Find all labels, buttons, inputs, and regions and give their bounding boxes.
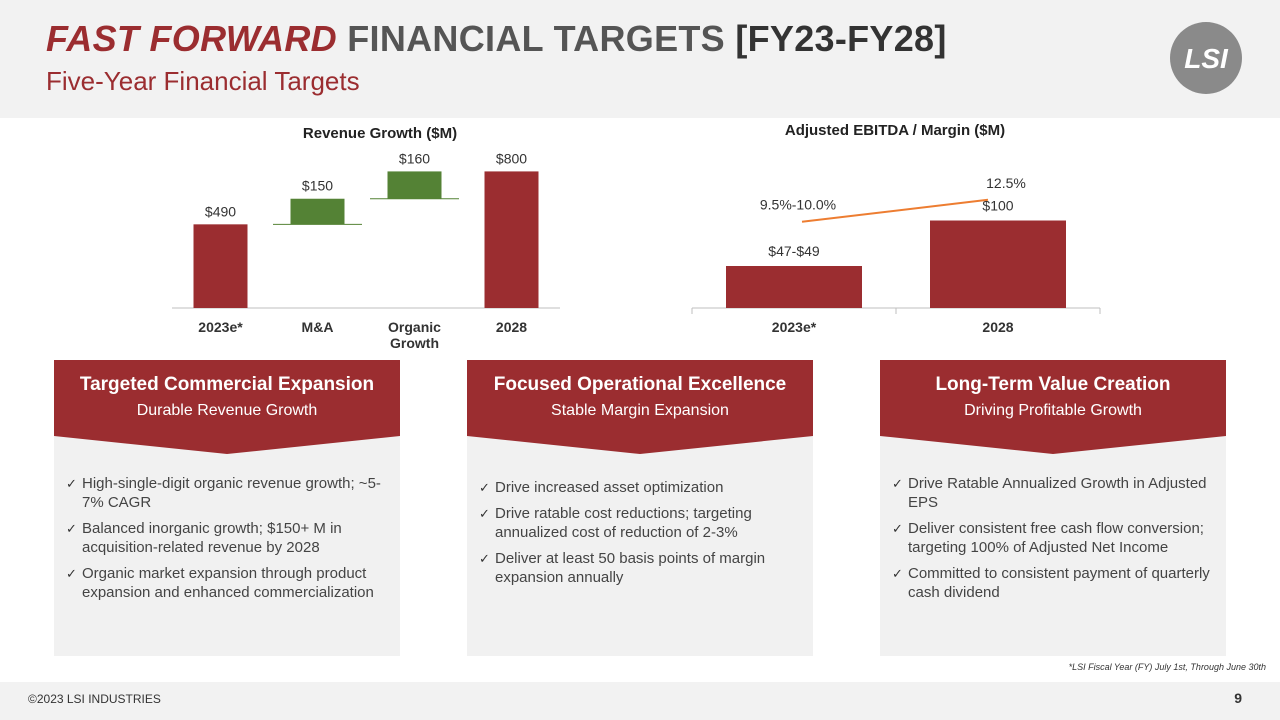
ebitda-data-label: $100 xyxy=(982,198,1013,214)
page-subtitle: Five-Year Financial Targets xyxy=(46,66,360,96)
bullet-text: Drive ratable cost reductions; targeting… xyxy=(495,505,752,541)
list-item: ✓ Deliver at least 50 basis points of mar… xyxy=(479,549,801,587)
margin-line xyxy=(801,198,989,223)
card-header: Long-Term Value Creation Driving Profita… xyxy=(880,360,1226,454)
revenue-tick-label: M&A xyxy=(302,319,334,335)
revenue-bar xyxy=(484,171,539,308)
bullet-text: Drive Ratable Annualized Growth in Adjus… xyxy=(908,475,1207,511)
bullet-text: Deliver consistent free cash flow conver… xyxy=(908,520,1204,556)
list-item: ✓ Balanced inorganic growth; $150+ M in a… xyxy=(66,519,388,557)
card-subtitle: Driving Profitable Growth xyxy=(964,402,1142,419)
ebitda-data-label: $47-$49 xyxy=(768,243,820,259)
revenue-bar xyxy=(193,224,248,308)
margin-label: 12.5% xyxy=(986,175,1026,191)
card-subtitle: Stable Margin Expansion xyxy=(551,402,729,419)
card-commercial-expansion: Targeted Commercial Expansion Durable Re… xyxy=(54,360,400,656)
revenue-bar xyxy=(290,198,345,225)
margin-label: 9.5%-10.0% xyxy=(760,197,836,213)
check-icon: ✓ xyxy=(66,476,77,491)
lsi-logo: LSI xyxy=(1170,22,1242,94)
revenue-tick-label: 2028 xyxy=(496,319,527,335)
check-icon: ✓ xyxy=(479,480,490,495)
card-title: Long-Term Value Creation xyxy=(935,374,1171,395)
revenue-tick-label: 2023e* xyxy=(198,319,243,335)
page-title: FAST FORWARD FINANCIAL TARGETS [FY23-FY2… xyxy=(46,18,947,60)
card-subtitle: Durable Revenue Growth xyxy=(136,402,318,419)
list-item: ✓ Committed to consistent payment of quar… xyxy=(892,564,1214,602)
footer-band xyxy=(0,682,1280,720)
revenue-tick-label: Organic xyxy=(388,319,441,335)
list-item: ✓ Drive ratable cost reductions; targetin… xyxy=(479,504,801,542)
revenue-data-label: $160 xyxy=(399,150,430,166)
check-icon: ✓ xyxy=(892,566,903,581)
title-tail: [FY23-FY28] xyxy=(735,18,947,59)
ebitda-bar xyxy=(930,220,1066,308)
list-item: ✓ Deliver consistent free cash flow conve… xyxy=(892,519,1214,557)
card-bullets: ✓ Drive increased asset optimization ✓ Dri… xyxy=(479,478,801,594)
check-icon: ✓ xyxy=(66,521,77,536)
copyright: ©2023 LSI INDUSTRIES xyxy=(28,692,161,706)
card-bullets: ✓ Drive Ratable Annualized Growth in Adju… xyxy=(892,474,1214,609)
ebitda-tick-label: 2028 xyxy=(982,319,1013,335)
list-item: ✓ Drive Ratable Annualized Growth in Adju… xyxy=(892,474,1214,512)
card-header-shape xyxy=(54,360,400,454)
bullet-text: Balanced inorganic growth; $150+ M in ac… xyxy=(82,520,342,556)
card-header-shape xyxy=(467,360,813,454)
revenue-chart-title: Revenue Growth ($M) xyxy=(303,125,457,142)
bullet-text: Drive increased asset optimization xyxy=(495,479,724,496)
bullet-text: High-single-digit organic revenue growth… xyxy=(82,475,381,511)
revenue-tick-label: Growth xyxy=(390,335,439,351)
check-icon: ✓ xyxy=(479,506,490,521)
revenue-data-label: $490 xyxy=(205,203,236,219)
card-title: Targeted Commercial Expansion xyxy=(79,374,375,395)
fiscal-year-footnote: *LSI Fiscal Year (FY) July 1st, Through … xyxy=(1068,662,1266,672)
header-band xyxy=(0,0,1280,118)
ebitda-tick-label: 2023e* xyxy=(772,319,817,335)
list-item: ✓ Drive increased asset optimization xyxy=(479,478,801,497)
check-icon: ✓ xyxy=(479,551,490,566)
page-number: 9 xyxy=(1234,690,1242,706)
list-item: ✓ High-single-digit organic revenue growt… xyxy=(66,474,388,512)
card-header: Targeted Commercial Expansion Durable Re… xyxy=(54,360,400,454)
revenue-bar xyxy=(387,171,442,199)
card-value-creation: Long-Term Value Creation Driving Profita… xyxy=(880,360,1226,656)
ebitda-bar xyxy=(726,266,862,308)
card-header-shape xyxy=(880,360,1226,454)
check-icon: ✓ xyxy=(892,476,903,491)
bullet-text: Deliver at least 50 basis points of marg… xyxy=(495,550,766,586)
card-operational-excellence: Focused Operational Excellence Stable Ma… xyxy=(467,360,813,656)
charts-area: Revenue Growth ($M) $490 2023e* $150 M&A $160… xyxy=(172,122,1101,351)
revenue-data-label: $150 xyxy=(302,178,333,194)
card-bullets: ✓ High-single-digit organic revenue growt… xyxy=(66,474,388,609)
bullet-text: Organic market expansion through product… xyxy=(82,565,374,601)
ebitda-chart-title: Adjusted EBITDA / Margin ($M) xyxy=(785,122,1005,139)
card-header: Focused Operational Excellence Stable Ma… xyxy=(467,360,813,454)
list-item: ✓ Organic market expansion through produc… xyxy=(66,564,388,602)
lsi-logo-icon: LSI xyxy=(1184,43,1229,74)
bullet-text: Committed to consistent payment of quart… xyxy=(908,565,1210,601)
revenue-data-label: $800 xyxy=(496,150,527,166)
check-icon: ✓ xyxy=(66,566,77,581)
title-accent: FAST FORWARD xyxy=(46,18,337,59)
check-icon: ✓ xyxy=(892,521,903,536)
card-title: Focused Operational Excellence xyxy=(493,374,787,395)
title-main: FINANCIAL TARGETS xyxy=(336,18,736,59)
logo-text: LSI xyxy=(1184,43,1229,74)
